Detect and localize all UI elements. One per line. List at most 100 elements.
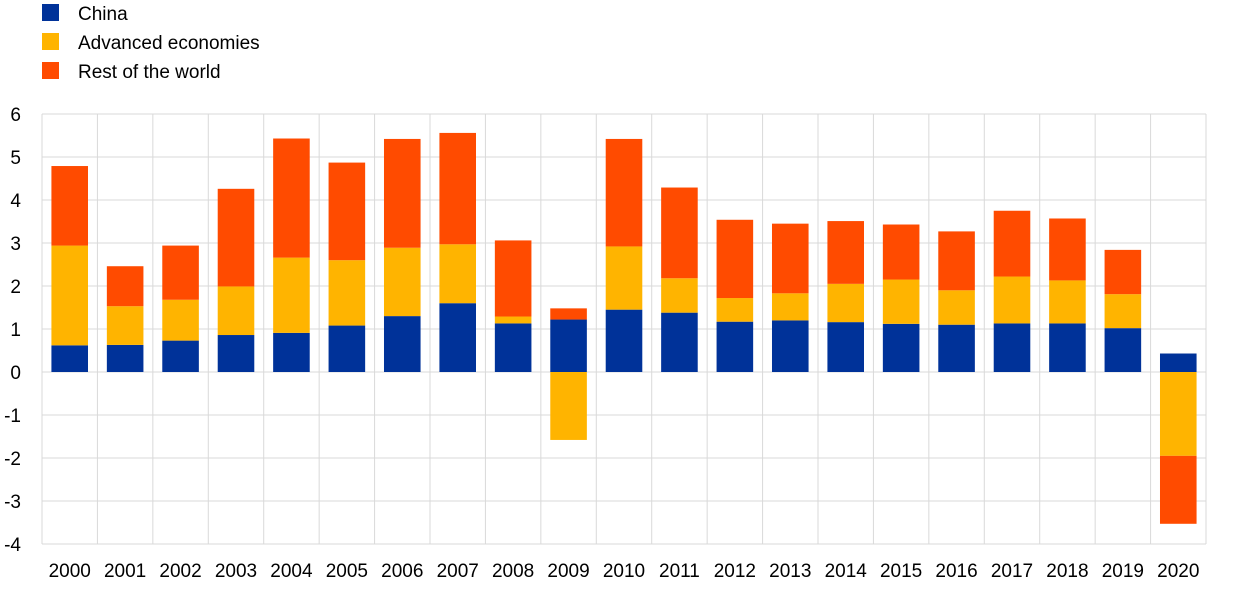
y-tick-label: 1 [10,320,21,341]
bar-segment-rest-of-the-world-2004 [273,138,310,258]
bar-segment-rest-of-the-world-2015 [882,224,920,280]
bar-segment-advanced-economies-2004 [273,257,310,333]
y-axis-tick-labels: -4 -3 -2 -1 0 1 2 3 4 5 6 [4,105,21,556]
x-tick-label: 2014 [825,561,868,582]
x-axis-tick-labels: 2000 2001 2002 2003 2004 2005 2006 2007 2008 2009… [49,561,1200,582]
y-tick-label: 0 [10,363,21,384]
bar-segment-advanced-economies-2000 [51,245,88,346]
bar-segment-advanced-economies-2020 [1159,372,1197,456]
x-tick-label: 2012 [714,561,756,582]
y-tick-label: 6 [10,105,21,126]
bar-segment-china-2012 [716,321,754,372]
legend-label-rest-of-the-world: Rest of the world [78,62,221,83]
bar-segment-china-2011 [661,312,698,372]
bar-segment-china-2005 [328,325,366,372]
bar-segment-rest-of-the-world-2018 [1049,218,1086,281]
y-tick-label: 2 [10,277,21,298]
x-tick-label: 2001 [104,561,146,582]
legend-swatch-rest-of-the-world [42,62,59,79]
bar-segment-advanced-economies-2003 [217,286,255,336]
bar-segment-advanced-economies-2016 [938,290,975,325]
legend-label-advanced-economies: Advanced economies [78,33,260,54]
bar-segment-advanced-economies-2011 [661,278,698,313]
x-tick-label: 2020 [1157,561,1199,582]
bar-segment-rest-of-the-world-2008 [494,240,532,317]
x-tick-label: 2009 [547,561,589,582]
bar-segment-china-2016 [938,324,975,372]
x-tick-label: 2015 [880,561,922,582]
x-tick-label: 2006 [381,561,423,582]
bar-segment-rest-of-the-world-2001 [106,266,144,307]
bar-segment-rest-of-the-world-2011 [661,187,698,279]
y-tick-label: -1 [4,406,21,427]
bar-segment-advanced-economies-2015 [882,279,920,324]
bar-segment-rest-of-the-world-2010 [605,138,643,247]
bar-segment-rest-of-the-world-2007 [439,132,476,245]
bar-segment-rest-of-the-world-2006 [383,138,421,248]
bar-segment-rest-of-the-world-2017 [993,210,1031,277]
bar-segment-advanced-economies-2005 [328,260,366,326]
bar-segment-rest-of-the-world-2020 [1159,455,1197,524]
bar-segment-china-2020 [1159,353,1197,372]
bar-segment-rest-of-the-world-2003 [217,188,255,287]
x-tick-label: 2000 [49,561,91,582]
bar-segment-advanced-economies-2013 [771,293,809,321]
x-tick-label: 2010 [603,561,645,582]
bar-segment-advanced-economies-2009 [550,372,587,440]
x-tick-label: 2013 [769,561,811,582]
legend-item-advanced-economies: Advanced economies [42,33,260,54]
x-tick-label: 2007 [437,561,479,582]
x-tick-label: 2016 [935,561,977,582]
bar-segment-rest-of-the-world-2013 [771,223,809,294]
y-tick-label: -4 [4,535,21,556]
bar-segment-china-2013 [771,320,809,372]
x-tick-label: 2018 [1046,561,1088,582]
bar-segment-china-2001 [106,344,144,372]
bar-segment-china-2014 [827,322,864,372]
bar-segment-advanced-economies-2002 [162,299,199,341]
bar-segment-china-2008 [494,323,532,372]
bar-segment-china-2003 [217,335,255,372]
bar-segment-china-2010 [605,309,643,372]
bar-segment-rest-of-the-world-2002 [162,245,199,300]
x-tick-label: 2005 [326,561,368,582]
bar-segment-rest-of-the-world-2000 [51,166,88,246]
bar-segment-rest-of-the-world-2014 [827,221,864,284]
y-tick-label: 4 [10,191,21,212]
bar-segment-china-2009 [550,319,587,372]
legend: China Advanced economies Rest of the wor… [42,4,260,83]
bar-segment-advanced-economies-2006 [383,247,421,317]
bars [51,132,1197,524]
bar-segment-china-2000 [51,345,88,372]
x-tick-label: 2019 [1102,561,1144,582]
bar-segment-china-2015 [882,323,920,372]
bar-segment-rest-of-the-world-2012 [716,219,754,299]
bar-segment-china-2017 [993,323,1031,372]
bar-segment-rest-of-the-world-2019 [1104,249,1142,295]
legend-label-china: China [78,4,128,25]
bar-segment-china-2019 [1104,328,1142,372]
legend-item-rest-of-the-world: Rest of the world [42,62,221,83]
x-tick-label: 2011 [659,561,700,582]
bar-segment-rest-of-the-world-2016 [938,231,975,291]
y-tick-label: -3 [4,492,21,513]
bar-segment-advanced-economies-2018 [1049,280,1086,324]
y-tick-label: 3 [10,234,21,255]
bar-segment-advanced-economies-2017 [993,276,1031,324]
x-tick-label: 2017 [991,561,1033,582]
bar-segment-china-2007 [439,303,476,372]
y-tick-label: 5 [10,148,21,169]
bar-segment-advanced-economies-2001 [106,306,144,345]
y-tick-label: -2 [4,449,21,470]
bar-segment-china-2006 [383,316,421,372]
bar-segment-rest-of-the-world-2005 [328,162,366,261]
x-tick-label: 2002 [159,561,201,582]
bar-segment-advanced-economies-2012 [716,298,754,322]
bar-segment-china-2004 [273,332,310,372]
legend-swatch-china [42,4,59,21]
legend-swatch-advanced-economies [42,33,59,50]
x-tick-label: 2004 [270,561,313,582]
x-tick-label: 2008 [492,561,534,582]
bar-segment-advanced-economies-2014 [827,283,864,323]
